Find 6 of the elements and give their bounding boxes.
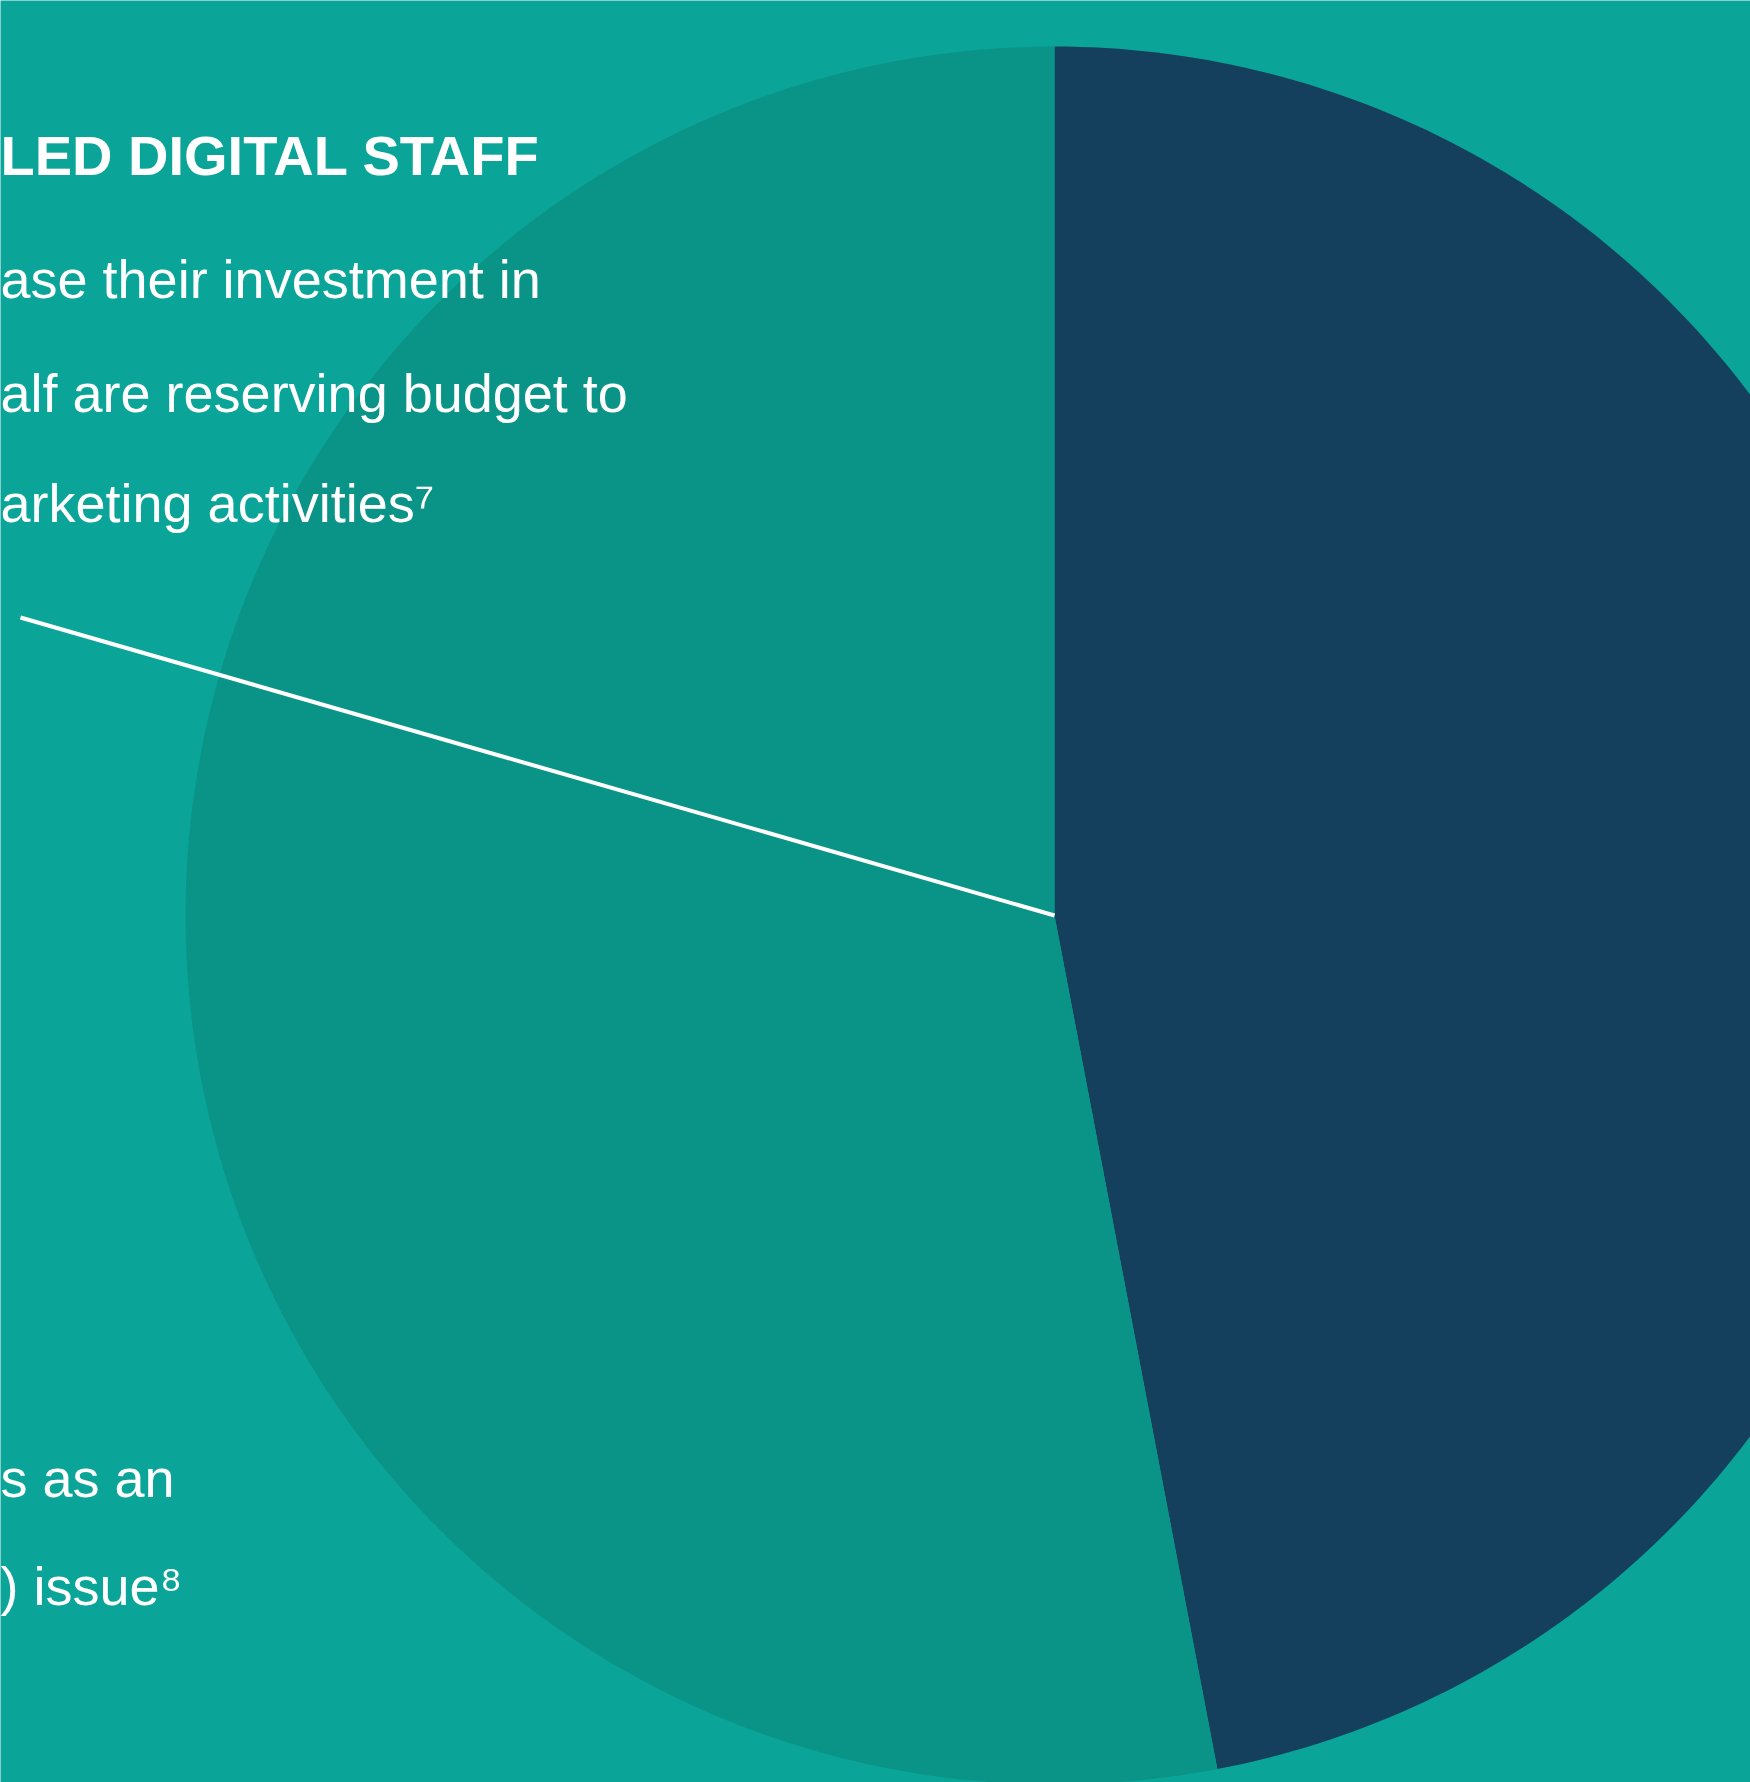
text: ase their investment in [0, 248, 541, 309]
text: LED DIGITAL STAFF [0, 124, 539, 187]
text: ) issue⁸ [0, 1555, 183, 1616]
text: alf are reserving budget to [0, 362, 628, 423]
text: s as an [0, 1447, 175, 1508]
text: arketing activities⁷ [0, 472, 435, 533]
